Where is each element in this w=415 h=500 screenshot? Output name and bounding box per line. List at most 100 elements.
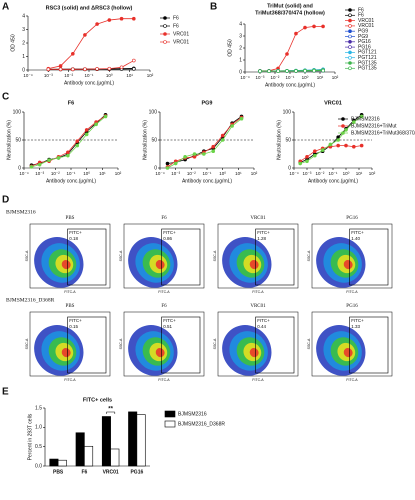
y-axis-label: SSC-A	[307, 338, 311, 349]
data-point	[276, 69, 280, 73]
data-point	[37, 162, 42, 167]
gate-value: 0.86	[163, 236, 172, 241]
density	[249, 259, 259, 270]
x-axis-label: FITC-A	[64, 290, 76, 294]
bar	[84, 445, 94, 467]
x-tick-label: 10⁻³	[256, 75, 265, 80]
x-tick-label: 10⁻²	[187, 171, 196, 176]
data-point	[352, 120, 356, 124]
x-tick-label: 10⁻²	[64, 73, 73, 78]
gate-label: FITC+	[351, 318, 364, 323]
legend-marker	[348, 61, 352, 65]
data-point	[336, 138, 340, 142]
density	[343, 347, 353, 358]
gate-value: 0.18	[69, 236, 78, 241]
data-point	[84, 128, 89, 132]
data-point	[239, 116, 244, 121]
y-axis-label: Neutralization (%)	[276, 120, 282, 160]
y-tick-label: 0	[18, 165, 21, 171]
data-point	[56, 156, 61, 160]
data-point	[84, 132, 89, 137]
legend-marker	[348, 55, 352, 60]
x-axis-label: Antibody conc.(μg/mL)	[265, 82, 315, 88]
gate-label: FITC+	[163, 230, 176, 235]
x-axis-label: FITC-A	[158, 290, 170, 294]
bar	[136, 414, 146, 467]
legend-marker	[341, 131, 345, 135]
x-tick-label: VRC01	[103, 469, 119, 475]
data-point	[285, 52, 289, 56]
x-tick-label: 10⁻³	[35, 171, 44, 176]
y-tick-label: 50	[151, 137, 157, 143]
bar	[101, 416, 111, 467]
x-tick-label: F6	[81, 469, 87, 475]
x-tick-label: 10¹	[235, 171, 242, 176]
data-point	[192, 152, 197, 156]
legend-label: BJMSM2316	[351, 116, 380, 122]
legend-marker	[341, 124, 345, 128]
bar	[75, 432, 85, 467]
y-tick-label: 3	[22, 27, 25, 33]
data-point	[312, 69, 316, 73]
legend-marker	[163, 40, 167, 44]
column-header: VRC01	[250, 216, 266, 221]
data-point	[132, 16, 136, 21]
gate	[67, 316, 107, 374]
data-point	[202, 152, 206, 156]
column-header: VRC01	[250, 304, 266, 309]
data-point	[328, 142, 333, 147]
legend-marker	[348, 50, 352, 55]
x-tick-label: 10⁻²	[271, 75, 280, 80]
data-point	[336, 143, 340, 148]
data-point	[267, 69, 271, 73]
legend-label: F6	[358, 7, 364, 13]
data-point	[95, 67, 99, 71]
y-axis-label: SSC-A	[119, 250, 123, 261]
data-point	[312, 24, 316, 29]
data-point	[359, 114, 364, 119]
legend-marker	[163, 16, 167, 20]
data-point	[83, 67, 87, 71]
data-point	[303, 69, 307, 73]
chart-title: TriMut368/370/474 (hollow)	[255, 10, 325, 16]
data-point	[46, 67, 51, 72]
legend-marker	[348, 18, 352, 23]
legend-label: F6	[173, 23, 179, 29]
y-axis-label: SSC-A	[307, 250, 311, 261]
y-axis-label: Percent in 293T cells	[27, 413, 33, 460]
data-point	[47, 158, 51, 162]
x-tick-label: 10⁻⁴	[289, 171, 298, 176]
legend-marker	[348, 45, 352, 49]
x-tick-label: 10⁻⁴	[240, 75, 249, 80]
legend-label: PGT121	[358, 50, 377, 56]
data-point	[103, 114, 108, 119]
data-point	[119, 65, 124, 70]
density	[155, 259, 165, 270]
column-header: F6	[161, 304, 167, 309]
y-tick-label: 4	[239, 21, 242, 27]
data-point	[95, 22, 99, 26]
x-tick-label: 10⁻¹	[203, 171, 212, 176]
y-tick-label: 0.0	[35, 463, 42, 469]
y-tick-label: 2	[239, 45, 242, 51]
chart-title: VRC01	[324, 100, 342, 106]
data-point	[132, 67, 136, 71]
legend-label: PG9	[358, 34, 368, 40]
series-line	[48, 18, 134, 70]
x-tick-label: 10⁻¹	[67, 171, 76, 176]
gate	[161, 316, 201, 374]
x-tick-label: 10⁻⁴	[23, 73, 32, 78]
legend-marker	[163, 24, 167, 28]
x-tick-label: 10²	[251, 171, 258, 176]
density	[61, 259, 71, 270]
data-point	[220, 138, 225, 142]
y-tick-label: 50	[285, 137, 291, 143]
density	[249, 347, 259, 358]
legend-label: F6	[358, 13, 364, 19]
bar	[57, 459, 67, 467]
data-point	[359, 143, 364, 148]
gate-value: 0.15	[69, 324, 78, 329]
y-tick-label: 2	[22, 40, 25, 46]
x-tick-label: 10⁻¹	[329, 171, 338, 176]
y-axis-label: Neutralization (%)	[142, 120, 148, 160]
